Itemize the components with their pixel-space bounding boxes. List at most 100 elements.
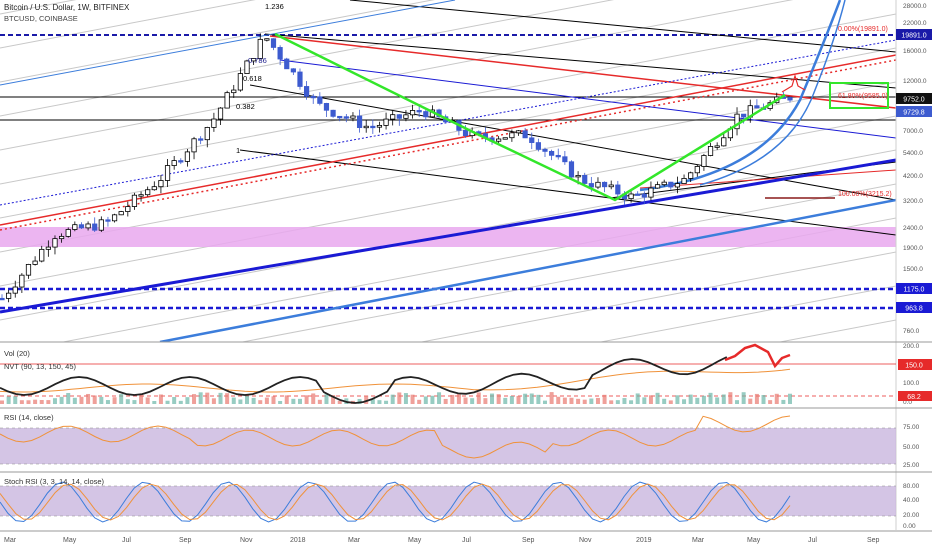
candle-body [668, 181, 674, 188]
candle-body [198, 138, 204, 141]
volume-bar [642, 397, 647, 404]
fib-pct-618: 61.80%(9585.0) [838, 93, 888, 100]
channel-grid-line [777, 319, 896, 342]
nvt-line [0, 356, 728, 404]
volume-bar [324, 394, 329, 404]
volume-bar [582, 399, 587, 404]
candle-body [734, 113, 740, 130]
volume-bar [516, 395, 521, 404]
red-uptrend-dotted [0, 59, 896, 231]
volume-bar [271, 396, 276, 404]
rsi-pane[interactable] [0, 415, 896, 465]
volume-bar [701, 395, 706, 404]
stoch-d-line [0, 483, 791, 521]
candle-body [595, 181, 601, 188]
nvt-line-overheated [724, 343, 791, 369]
price-axis-bg [896, 0, 932, 550]
candle-body [25, 264, 32, 276]
volume-bar [602, 394, 607, 404]
candle-body [721, 137, 727, 147]
price-tick: 7000.0 [903, 128, 923, 135]
candle-body [754, 105, 760, 109]
volume-bar [245, 395, 250, 404]
vol-tick-100: 100.0 [903, 380, 920, 387]
volume-bar [291, 398, 296, 404]
volume-bar [423, 396, 428, 404]
volume-bar [377, 400, 382, 404]
volume-bar [33, 399, 38, 404]
volume-bar [609, 400, 614, 404]
volume-nvt-pane[interactable] [0, 343, 896, 404]
volume-bar [211, 398, 216, 404]
red-uptrend-line [0, 54, 896, 226]
candle-body [264, 38, 270, 41]
nvt-label: NVT (90, 13, 150, 45) [4, 362, 76, 371]
volume-bar [470, 398, 475, 404]
target-box[interactable] [829, 82, 889, 109]
volume-bar [748, 398, 753, 404]
candle-body [654, 184, 661, 189]
volume-bar [576, 398, 581, 404]
time-axis[interactable]: Mar May Jul Sep Nov 2018 Mar May Jul Sep Nov 2019 Ma… [4, 537, 880, 544]
candle-body [496, 138, 502, 142]
stoch-label: Stoch RSI (3, 3, 14, 14, close) [4, 477, 105, 486]
main-price-pane[interactable] [0, 0, 896, 524]
badge-963: 963.8 [905, 306, 923, 313]
volume-bar [529, 393, 534, 404]
volume-bar [304, 395, 309, 404]
fib-label-0618: 0.618 [243, 74, 262, 83]
badge-150: 150.0 [905, 363, 923, 370]
volume-bar [52, 398, 57, 404]
fib-label-1: 1 [236, 146, 240, 155]
candle-body [237, 73, 243, 91]
stoch-rsi-pane[interactable] [0, 481, 896, 523]
time-tick: 2018 [290, 537, 306, 544]
candle-body [549, 150, 555, 156]
time-tick: Sep [867, 537, 880, 544]
candle-body [694, 166, 700, 174]
candle-body [310, 95, 316, 99]
volume-bar [629, 400, 634, 404]
volume-bar [331, 395, 336, 404]
badge-150-bg [898, 359, 932, 370]
candle-body [608, 184, 614, 188]
volume-bar [430, 395, 435, 404]
volume-bar [152, 400, 157, 404]
stoch-tick-40: 40.00 [903, 497, 920, 504]
badge-coinbase: 9729.8 [903, 110, 925, 117]
candle-body [251, 58, 257, 62]
time-tick: Jul [122, 537, 131, 544]
channel-grid-line [418, 251, 896, 342]
candle-body [370, 125, 376, 129]
volume-bar [635, 393, 640, 404]
channel-grid-line [0, 13, 896, 185]
candle-body [138, 194, 144, 197]
nvt-signal-line [0, 368, 791, 393]
price-projection [781, 73, 806, 93]
time-tick: May [63, 537, 77, 544]
price-tick: 4200.0 [903, 173, 923, 180]
volume-bar [417, 399, 422, 404]
volume-bar [66, 392, 71, 404]
candle-body [787, 97, 793, 101]
candle-body [337, 115, 343, 119]
volume-bar [258, 400, 263, 404]
candle-body [277, 47, 283, 60]
candle-body [65, 229, 71, 237]
volume-bar [695, 397, 700, 404]
volume-bar [536, 394, 541, 404]
fib-zigzag [274, 32, 786, 202]
volume-bar [119, 393, 124, 404]
volume-bar [284, 395, 289, 404]
volume-bar [59, 396, 64, 404]
candle-body [111, 214, 118, 222]
candle-body [701, 155, 707, 167]
overlay-symbol[interactable]: BTCUSD, COINBASE [4, 14, 78, 23]
volume-bar [238, 399, 243, 404]
volume-bar [721, 394, 726, 404]
volume-bar [675, 395, 680, 404]
candle-body [224, 92, 230, 109]
fib-label-1236: 1.236 [265, 2, 284, 11]
